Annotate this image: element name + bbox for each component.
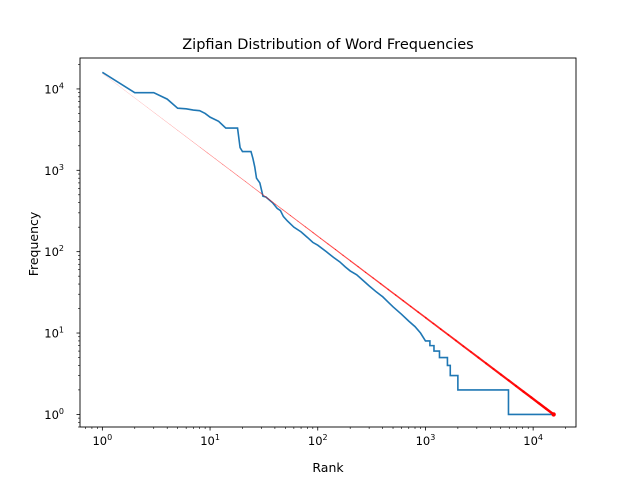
ideal-zipf-segment xyxy=(267,198,276,205)
y-tick-label: 102 xyxy=(44,244,64,259)
chart-title: Zipfian Distribution of Word Frequencies xyxy=(182,37,473,53)
ideal-zipf-segment xyxy=(364,271,374,279)
ideal-zipf-segment xyxy=(349,260,359,268)
y-tick-exponent: 1 xyxy=(59,326,64,335)
ideal-zipf-segment xyxy=(304,226,314,234)
ideal-zipf-segment xyxy=(327,243,337,251)
x-tick-label: 100 xyxy=(92,433,112,448)
x-tick-label: 101 xyxy=(200,433,220,448)
ideal-zipf-segment xyxy=(184,135,193,142)
y-tick-label: 103 xyxy=(44,163,64,178)
ideal-zipf-segment xyxy=(222,164,231,171)
x-tick-label: 103 xyxy=(416,433,436,448)
ideal-zipf-segment xyxy=(372,277,382,285)
ideal-zipf-segment xyxy=(319,237,329,245)
y-tick-base: 10 xyxy=(44,408,59,422)
x-tick-base: 10 xyxy=(92,434,107,448)
ideal-zipf-segment xyxy=(492,367,503,376)
x-tick-base: 10 xyxy=(308,434,323,448)
y-tick-exponent: 3 xyxy=(59,163,64,172)
ideal-zipf-segment xyxy=(454,339,465,348)
ideal-zipf-segment xyxy=(522,390,533,399)
ideal-zipf-segment xyxy=(207,152,216,159)
y-axis-label: Frequency xyxy=(26,211,41,276)
ideal-zipf-segment xyxy=(477,356,487,365)
ideal-zipf-segment xyxy=(147,107,156,114)
x-tick-base: 10 xyxy=(523,434,538,448)
x-axis-label: Rank xyxy=(312,460,344,475)
x-tick-exponent: 4 xyxy=(538,433,543,442)
y-tick-label: 104 xyxy=(44,81,64,96)
ideal-zipf-segment xyxy=(274,203,284,211)
frequency-series-line xyxy=(101,71,554,416)
ideal-zipf-segment xyxy=(312,232,321,239)
ideal-zipf-segment xyxy=(402,299,412,308)
ideal-zipf-segment xyxy=(529,396,540,405)
ideal-zipf-segment xyxy=(289,215,299,222)
ideal-zipf-segment xyxy=(387,288,397,296)
y-tick-exponent: 0 xyxy=(59,407,64,416)
ideal-zipf-segment xyxy=(432,322,442,331)
ideal-zipf-segment xyxy=(124,90,133,97)
x-tick-exponent: 2 xyxy=(323,433,328,442)
x-tick-exponent: 0 xyxy=(107,433,112,442)
ideal-zipf-segment xyxy=(409,305,420,313)
ideal-zipf-segment xyxy=(177,130,186,137)
ideal-zipf-segment xyxy=(154,113,163,120)
x-tick-label: 104 xyxy=(523,433,543,448)
ideal-zipf-segment xyxy=(379,283,389,291)
axes-frame xyxy=(79,57,577,428)
ideal-zipf-segment xyxy=(229,169,239,177)
ideal-zipf-segment xyxy=(514,384,525,393)
ideal-zipf-segment xyxy=(102,73,111,80)
ideal-zipf-segment xyxy=(117,84,126,91)
ideal-zipf-segment xyxy=(462,345,472,353)
ideal-zipf-segment xyxy=(297,220,306,228)
ideal-zipf-segment xyxy=(139,101,148,108)
y-tick-exponent: 4 xyxy=(59,81,64,90)
y-tick-base: 10 xyxy=(44,164,59,178)
ideal-zipf-segment xyxy=(132,96,141,103)
x-tick-base: 10 xyxy=(416,434,431,448)
y-tick-base: 10 xyxy=(44,82,59,96)
ideal-zipf-end-point xyxy=(551,412,556,417)
x-tick-label: 102 xyxy=(308,433,328,448)
x-tick-exponent: 1 xyxy=(215,433,220,442)
ideal-zipf-segment xyxy=(192,141,201,148)
ideal-zipf-segment xyxy=(417,311,427,319)
ideal-zipf-series xyxy=(102,73,556,417)
ideal-zipf-segment xyxy=(162,118,171,125)
y-tick-base: 10 xyxy=(44,245,59,259)
x-tick-exponent: 3 xyxy=(430,433,435,442)
ideal-zipf-segment xyxy=(439,328,450,336)
ideal-zipf-segment xyxy=(252,186,261,194)
ideal-zipf-segment xyxy=(394,294,404,302)
x-tick-base: 10 xyxy=(200,434,215,448)
y-tick-exponent: 2 xyxy=(59,244,64,253)
ideal-zipf-segment xyxy=(214,158,223,165)
ideal-zipf-segment xyxy=(499,373,510,382)
y-tick-base: 10 xyxy=(44,327,59,341)
ideal-zipf-segment xyxy=(199,147,208,154)
ideal-zipf-segment xyxy=(447,333,457,342)
ideal-zipf-segment xyxy=(424,316,435,325)
ideal-zipf-segment xyxy=(342,254,352,262)
ideal-zipf-segment xyxy=(537,401,548,410)
y-tick-label: 100 xyxy=(44,407,64,422)
ideal-zipf-segment xyxy=(334,249,344,256)
ideal-zipf-segment xyxy=(484,362,495,370)
ideal-zipf-segment xyxy=(109,78,118,85)
ideal-zipf-segment xyxy=(507,379,518,388)
ideal-zipf-segment xyxy=(282,209,291,216)
ideal-zipf-segment xyxy=(357,266,367,273)
ideal-zipf-segment xyxy=(169,124,178,131)
ideal-zipf-segment xyxy=(237,175,246,182)
ideal-zipf-segment xyxy=(244,181,254,188)
y-tick-label: 101 xyxy=(44,326,64,341)
ideal-zipf-segment xyxy=(469,350,480,359)
ideal-zipf-segment xyxy=(259,192,269,199)
